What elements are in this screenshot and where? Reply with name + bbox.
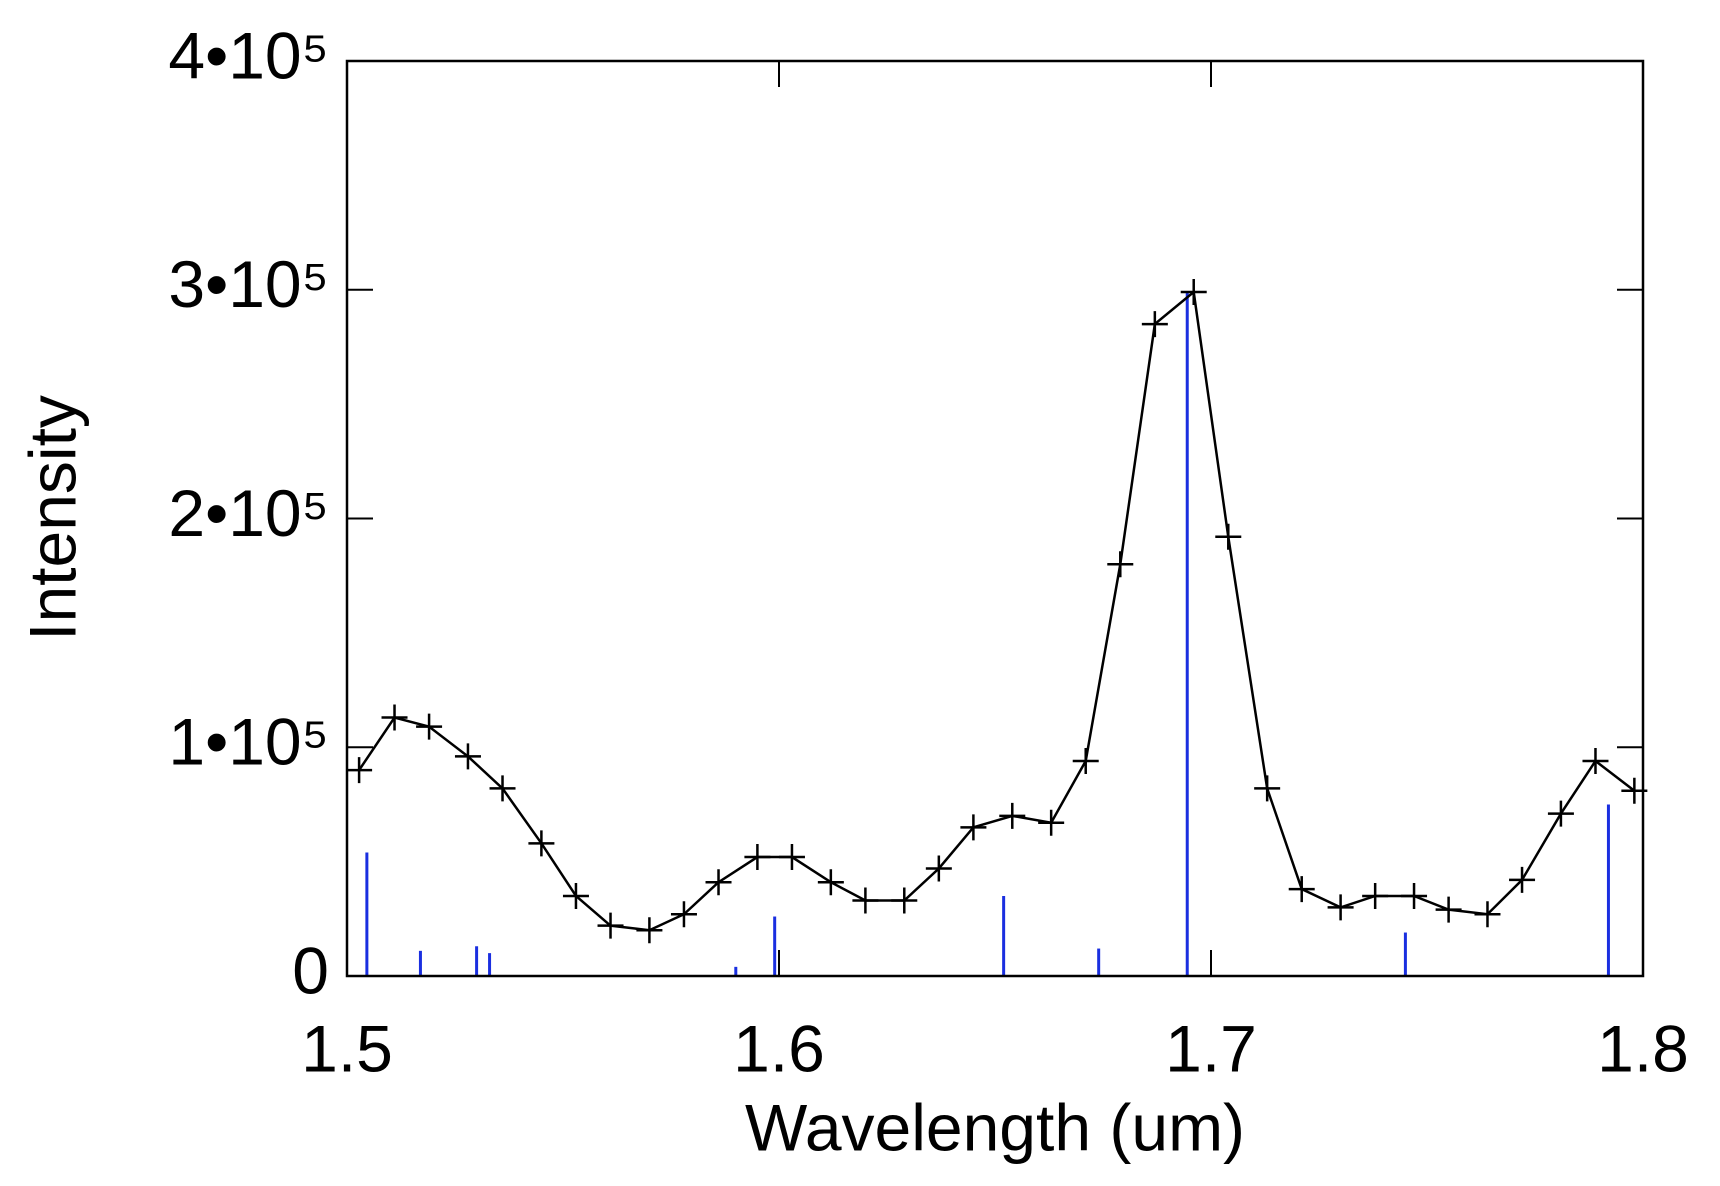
plus-marker xyxy=(416,713,443,740)
y-tick-label: 2•10⁵ xyxy=(168,476,329,550)
x-tick-label: 1.7 xyxy=(1165,1011,1257,1085)
plus-marker xyxy=(1401,882,1428,909)
plus-marker xyxy=(744,844,771,871)
plus-marker xyxy=(489,775,516,802)
plot-frame xyxy=(345,59,1645,978)
plus-marker xyxy=(1509,866,1536,893)
plus-marker xyxy=(1582,747,1609,774)
plus-marker xyxy=(852,887,879,914)
plus-marker xyxy=(1038,809,1065,836)
plus-marker xyxy=(960,814,987,841)
plus-marker xyxy=(999,802,1026,829)
plus-marker xyxy=(346,757,373,784)
plus-marker xyxy=(454,743,481,770)
y-tick-label: 4•10⁵ xyxy=(168,18,329,92)
x-tick-label: 1.8 xyxy=(1597,1011,1689,1085)
y-tick-label: 0 xyxy=(292,933,329,1007)
plus-marker xyxy=(1215,523,1242,550)
plus-marker xyxy=(636,917,663,944)
plus-marker xyxy=(1474,901,1501,928)
plus-marker xyxy=(1547,800,1574,827)
y-axis-title: Intensity xyxy=(15,395,89,641)
plus-marker xyxy=(1072,747,1099,774)
plus-marker xyxy=(381,704,408,731)
plus-marker xyxy=(1327,894,1354,921)
plus-marker xyxy=(597,912,624,939)
plus-marker xyxy=(817,869,844,896)
plus-marker xyxy=(925,855,952,882)
y-tick-label: 1•10⁵ xyxy=(168,705,329,779)
plus-marker xyxy=(1180,279,1207,306)
data-line xyxy=(358,289,1636,932)
plus-marker xyxy=(1288,876,1315,903)
plus-marker xyxy=(1254,775,1281,802)
plus-marker xyxy=(528,830,555,857)
plus-marker xyxy=(778,844,805,871)
plus-marker xyxy=(705,869,732,896)
y-tick-label: 3•10⁵ xyxy=(168,247,329,321)
x-tick-label: 1.6 xyxy=(733,1011,825,1085)
plus-marker xyxy=(670,901,697,928)
plus-marker xyxy=(562,882,589,909)
x-axis-title: Wavelength (um) xyxy=(745,1090,1245,1164)
plus-marker xyxy=(1362,882,1389,909)
plus-marker xyxy=(891,887,918,914)
x-tick-label: 1.5 xyxy=(301,1011,393,1085)
plus-marker xyxy=(1141,311,1168,338)
plus-marker xyxy=(1107,551,1134,578)
plus-marker xyxy=(1435,896,1462,923)
